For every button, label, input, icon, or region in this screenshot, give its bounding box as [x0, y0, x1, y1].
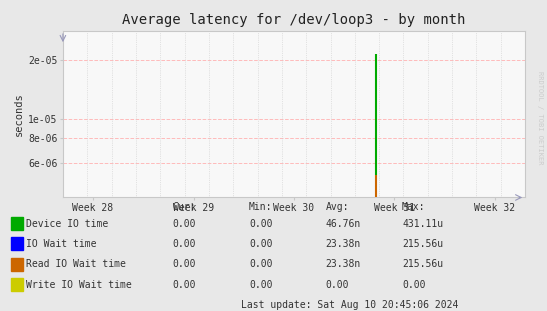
Text: Last update: Sat Aug 10 20:45:06 2024: Last update: Sat Aug 10 20:45:06 2024	[241, 300, 458, 310]
Text: 0.00: 0.00	[325, 280, 349, 290]
Text: Avg:: Avg:	[325, 202, 349, 212]
Text: 46.76n: 46.76n	[325, 219, 360, 229]
Text: Device IO time: Device IO time	[26, 219, 108, 229]
Text: 0.00: 0.00	[249, 219, 272, 229]
Text: Read IO Wait time: Read IO Wait time	[26, 259, 126, 269]
Text: 0.00: 0.00	[172, 219, 196, 229]
Text: 215.56u: 215.56u	[402, 239, 443, 249]
Text: 0.00: 0.00	[249, 280, 272, 290]
Text: 0.00: 0.00	[249, 239, 272, 249]
Text: 23.38n: 23.38n	[325, 239, 360, 249]
Text: 0.00: 0.00	[172, 239, 196, 249]
Text: 215.56u: 215.56u	[402, 259, 443, 269]
Title: Average latency for /dev/loop3 - by month: Average latency for /dev/loop3 - by mont…	[123, 13, 465, 27]
Text: 0.00: 0.00	[172, 280, 196, 290]
Text: 431.11u: 431.11u	[402, 219, 443, 229]
Text: RRDTOOL / TOBI OETIKER: RRDTOOL / TOBI OETIKER	[537, 72, 543, 165]
Text: 0.00: 0.00	[249, 259, 272, 269]
Text: Cur:: Cur:	[172, 202, 196, 212]
Text: Max:: Max:	[402, 202, 426, 212]
Text: 23.38n: 23.38n	[325, 259, 360, 269]
Text: Write IO Wait time: Write IO Wait time	[26, 280, 132, 290]
Text: Min:: Min:	[249, 202, 272, 212]
Text: 0.00: 0.00	[172, 259, 196, 269]
Text: 0.00: 0.00	[402, 280, 426, 290]
Text: IO Wait time: IO Wait time	[26, 239, 97, 249]
Y-axis label: seconds: seconds	[14, 92, 24, 136]
